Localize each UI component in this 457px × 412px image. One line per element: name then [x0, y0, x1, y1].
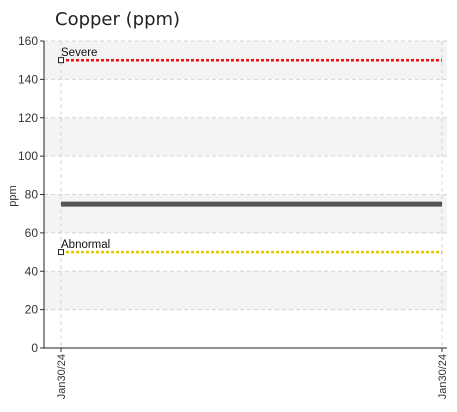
y-tick-label: 40 [25, 264, 39, 278]
grid-lines [44, 40, 447, 348]
y-tick-label: 120 [18, 111, 38, 125]
x-tick-label: Jan30/24 [56, 354, 68, 399]
threshold-marker-severe [58, 57, 64, 64]
background-band [44, 194, 447, 233]
x-tick-label: Jan30/24 [437, 354, 449, 399]
axes [40, 40, 447, 352]
y-tick-label: 100 [18, 149, 38, 163]
y-tick-label: 0 [31, 341, 38, 355]
y-tick-label: 60 [25, 226, 39, 240]
threshold-label-severe: Severe [61, 47, 97, 59]
x-tick-labels: Jan30/24 Jan30/24 [56, 354, 449, 399]
chart-title: Copper (ppm) [55, 9, 181, 30]
y-axis-label: ppm [7, 185, 19, 206]
y-tick-label: 140 [18, 72, 38, 86]
y-tick-labels: 0 20 40 60 80 100 120 140 160 [18, 34, 38, 355]
background-bands [44, 41, 447, 310]
y-tick-label: 160 [18, 34, 38, 48]
y-tick-label: 80 [25, 188, 39, 202]
threshold-lines: Severe Abnormal [58, 47, 442, 256]
background-band [44, 117, 447, 157]
threshold-label-abnormal: Abnormal [61, 239, 110, 251]
threshold-marker-abnormal [58, 249, 64, 256]
y-tick-label: 20 [25, 303, 39, 317]
background-band [44, 271, 447, 310]
